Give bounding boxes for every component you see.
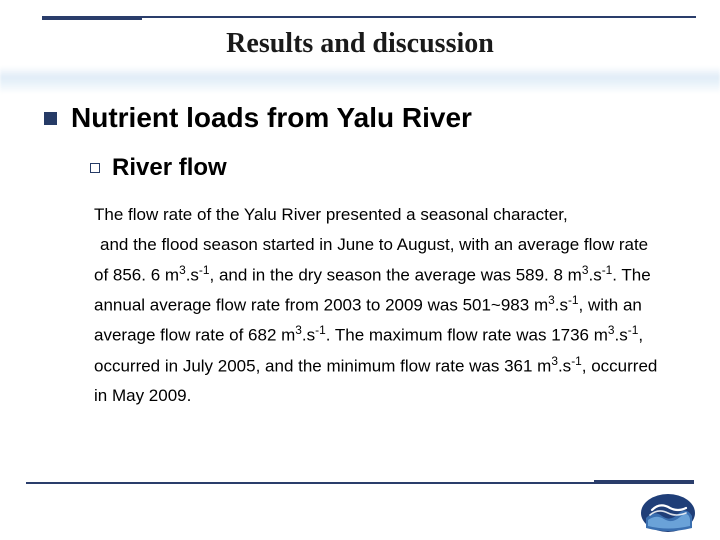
slide-title: Results and discussion	[0, 28, 720, 60]
cloud-band	[0, 66, 720, 94]
square-bullet-icon	[44, 112, 57, 125]
heading-2-text: River flow	[112, 154, 227, 182]
heading-1-text: Nutrient loads from Yalu River	[71, 102, 472, 134]
body-rest: and the flood season started in June to …	[94, 230, 660, 411]
top-rule-accent	[42, 16, 142, 20]
bottom-rule-accent	[594, 480, 694, 484]
heading-2: River flow	[90, 154, 227, 182]
hollow-square-bullet-icon	[90, 163, 100, 173]
wave-logo-icon	[638, 488, 698, 534]
body-paragraph: The flow rate of the Yalu River presente…	[94, 200, 660, 411]
body-line-1: The flow rate of the Yalu River presente…	[94, 200, 660, 230]
heading-1: Nutrient loads from Yalu River	[44, 102, 472, 134]
